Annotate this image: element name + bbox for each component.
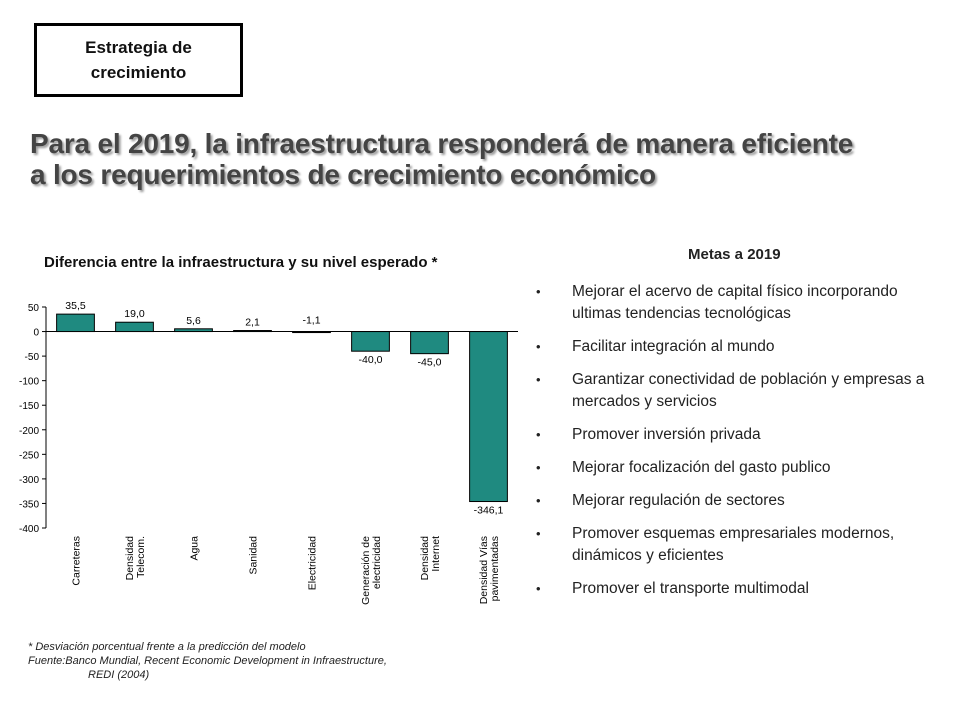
y-tick-label: -400 xyxy=(19,524,39,535)
y-tick-label: 0 xyxy=(33,328,39,339)
bar xyxy=(56,313,95,333)
goal-item: • Facilitar integración al mundo xyxy=(536,336,946,358)
strategy-badge: Estrategia de crecimiento xyxy=(34,23,243,97)
goal-item-text: Mejorar el acervo de capital físico inco… xyxy=(572,283,898,322)
x-tick-label: Agua xyxy=(189,536,201,561)
bullet-icon: • xyxy=(536,284,541,299)
x-tick-label-line: Internet xyxy=(430,536,442,572)
page-title-line-2: a los requerimientos de crecimiento econ… xyxy=(30,159,656,190)
data-label: 35,5 xyxy=(65,300,86,312)
x-tick-label-line: Densidad xyxy=(124,536,136,581)
goals-title: Metas a 2019 xyxy=(688,246,781,263)
bullet-icon: • xyxy=(536,339,541,354)
y-tick-label: -200 xyxy=(19,426,39,437)
bar xyxy=(469,331,508,503)
goal-item: • Promover esquemas empresariales moderno… xyxy=(536,523,946,567)
bullet-icon: • xyxy=(536,493,541,508)
bullet-icon: • xyxy=(536,526,541,541)
page-title-line-1: Para el 2019, la infraestructura respond… xyxy=(30,128,854,159)
footnote-definition: * Desviación porcentual frente a la pred… xyxy=(28,641,306,653)
x-tick-label-line: Electricidad xyxy=(307,536,319,590)
y-tick-label: -150 xyxy=(19,401,39,412)
x-tick-label-line: electricidad xyxy=(371,536,383,589)
bullet-icon: • xyxy=(536,372,541,387)
bar xyxy=(292,331,331,334)
x-tick-label-line: pavimentadas xyxy=(489,536,501,601)
x-tick-label: Carreteras xyxy=(71,536,83,586)
data-label: -1,1 xyxy=(302,315,320,327)
data-label: -45,0 xyxy=(418,357,442,369)
x-tick-label: Densidad Vías pavimentadas xyxy=(478,536,501,604)
footnote-source-continued: REDI (2004) xyxy=(88,669,150,681)
goal-item: • Promover inversión privada xyxy=(536,424,946,446)
x-tick-label-line: Sanidad xyxy=(248,536,260,575)
goal-item-text: Mejorar regulación de sectores xyxy=(572,492,785,509)
bar-chart: 50 0 -50 -100 -150 -200 -250 -300 -350 -400 35,5 Ca… xyxy=(19,300,518,605)
page-title: Para el 2019, la infraestructura respond… xyxy=(30,128,930,190)
data-label: -40,0 xyxy=(359,354,383,366)
y-tick-label: -50 xyxy=(25,352,40,363)
x-tick-label-line: Agua xyxy=(189,536,201,561)
footnote-source: Fuente:Banco Mundial, Recent Economic De… xyxy=(28,655,387,667)
goal-item-text: Promover inversión privada xyxy=(572,426,761,443)
x-tick-label-line: Carreteras xyxy=(71,536,83,586)
x-tick-label: Generación de electricidad xyxy=(360,536,383,605)
x-tick-label-line: Densidad Vías xyxy=(478,536,490,604)
y-tick-label: -350 xyxy=(19,499,39,510)
data-label: 2,1 xyxy=(245,317,260,329)
y-tick-label: -300 xyxy=(19,475,39,486)
bullet-icon: • xyxy=(536,460,541,475)
goal-item-text: Facilitar integración al mundo xyxy=(572,338,775,355)
x-tick-label-line: Densidad xyxy=(419,536,431,581)
bullet-icon: • xyxy=(536,581,541,596)
x-tick-label: Densidad Telecom. xyxy=(124,536,147,581)
bar xyxy=(115,321,154,333)
goals-list: • Mejorar el acervo de capital físico inc… xyxy=(536,281,946,611)
y-tick-label: -250 xyxy=(19,450,39,461)
x-tick-label: Electricidad xyxy=(307,536,319,590)
goal-item: • Mejorar el acervo de capital físico inc… xyxy=(536,281,946,325)
strategy-badge-label: Estrategia de crecimiento xyxy=(85,38,192,82)
goal-item: • Promover el transporte multimodal xyxy=(536,578,946,600)
data-label: 5,6 xyxy=(186,315,201,327)
goal-item-text: Promover el transporte multimodal xyxy=(572,580,809,597)
data-label: -346,1 xyxy=(474,505,504,517)
bullet-icon: • xyxy=(536,427,541,442)
x-tick-label: Densidad Internet xyxy=(419,536,442,581)
data-label: 19,0 xyxy=(124,308,145,320)
goal-item: • Mejorar regulación de sectores xyxy=(536,490,946,512)
chart-title: Diferencia entre la infraestructura y su… xyxy=(44,254,438,271)
goal-item-text: Mejorar focalización del gasto publico xyxy=(572,459,831,476)
x-tick-label-line: Generación de xyxy=(360,536,372,605)
x-tick-label: Sanidad xyxy=(248,536,260,575)
y-tick-label: -100 xyxy=(19,377,39,388)
goal-item: • Mejorar focalización del gasto publico xyxy=(536,457,946,479)
goal-item-text: Promover esquemas empresariales modernos… xyxy=(572,525,895,564)
chart-footnotes: * Desviación porcentual frente a la pred… xyxy=(28,640,387,682)
goal-item-text: Garantizar conectividad de población y e… xyxy=(572,371,925,410)
bar xyxy=(351,331,390,352)
bar xyxy=(233,330,272,333)
x-tick-label-line: Telecom. xyxy=(135,536,147,578)
y-tick-label: 50 xyxy=(28,303,40,314)
goal-item: • Garantizar conectividad de población y … xyxy=(536,369,946,413)
bar xyxy=(174,328,213,333)
bar xyxy=(410,331,449,355)
